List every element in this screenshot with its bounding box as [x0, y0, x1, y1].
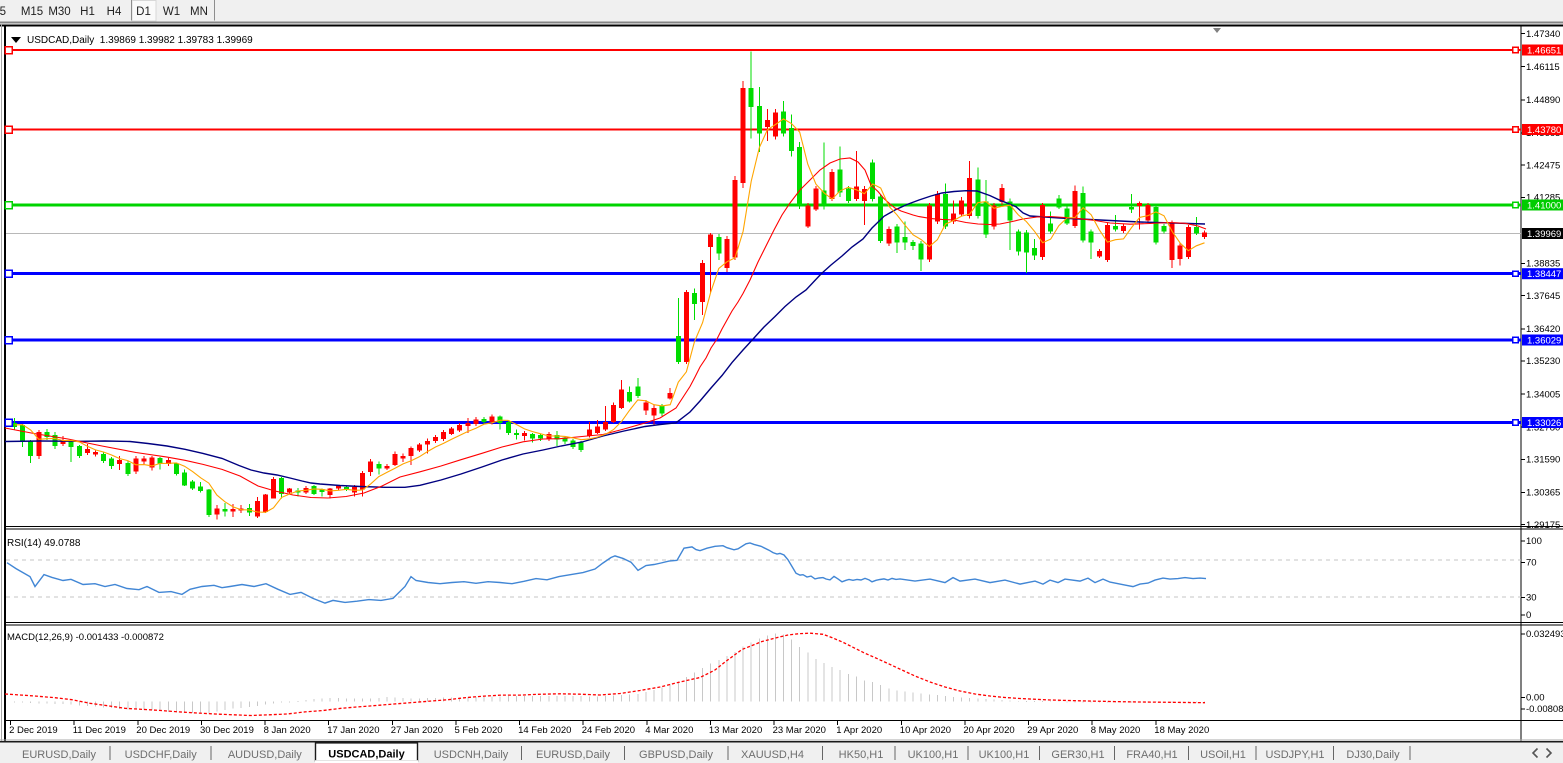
svg-text:M5: M5 — [0, 6, 6, 18]
svg-text:USDCNH,Daily: USDCNH,Daily — [434, 749, 509, 761]
svg-text:1.47340: 1.47340 — [1526, 29, 1560, 40]
svg-text:20 Dec 2019: 20 Dec 2019 — [136, 725, 190, 736]
svg-text:XAUUSD,H4: XAUUSD,H4 — [741, 749, 804, 761]
svg-text:H4: H4 — [107, 6, 122, 18]
svg-text:D1: D1 — [136, 6, 151, 18]
svg-text:MN: MN — [190, 6, 208, 18]
svg-text:H1: H1 — [80, 6, 95, 18]
svg-text:1.46115: 1.46115 — [1526, 62, 1560, 73]
svg-text:1 Apr 2020: 1 Apr 2020 — [836, 725, 882, 736]
svg-text:AUDUSD,Daily: AUDUSD,Daily — [228, 749, 302, 761]
svg-text:MACD(12,26,9) -0.001433 -0.000: MACD(12,26,9) -0.001433 -0.000872 — [7, 632, 164, 643]
svg-text:14 Feb 2020: 14 Feb 2020 — [518, 725, 571, 736]
svg-text:1.42475: 1.42475 — [1526, 160, 1560, 171]
svg-text:1.31590: 1.31590 — [1526, 455, 1560, 466]
svg-text:USDCAD,Daily: USDCAD,Daily — [328, 749, 405, 761]
svg-text:UK100,H1: UK100,H1 — [908, 749, 959, 761]
svg-text:USDCHF,Daily: USDCHF,Daily — [125, 749, 198, 761]
svg-text:18 May 2020: 18 May 2020 — [1154, 725, 1209, 736]
svg-text:EURUSD,Daily: EURUSD,Daily — [22, 749, 96, 761]
svg-text:4 Mar 2020: 4 Mar 2020 — [645, 725, 693, 736]
svg-text:1.44890: 1.44890 — [1526, 95, 1560, 106]
svg-text:30 Dec 2019: 30 Dec 2019 — [200, 725, 254, 736]
svg-text:HK50,H1: HK50,H1 — [839, 749, 884, 761]
svg-text:1.39969: 1.39969 — [1527, 229, 1561, 240]
svg-text:DJ30,Daily: DJ30,Daily — [1346, 749, 1400, 761]
svg-text:1.34005: 1.34005 — [1526, 389, 1560, 400]
svg-text:UK100,H1: UK100,H1 — [979, 749, 1030, 761]
svg-text:100: 100 — [1526, 536, 1542, 547]
svg-text:27 Jan 2020: 27 Jan 2020 — [391, 725, 443, 736]
svg-text:USOil,H1: USOil,H1 — [1200, 749, 1246, 761]
svg-text:8 Jan 2020: 8 Jan 2020 — [264, 725, 311, 736]
svg-text:1.43780: 1.43780 — [1527, 125, 1561, 136]
svg-text:2 Dec 2019: 2 Dec 2019 — [9, 725, 58, 736]
svg-text:1.36420: 1.36420 — [1526, 324, 1560, 335]
svg-text:0.00: 0.00 — [1526, 693, 1545, 704]
svg-text:1.41000: 1.41000 — [1527, 200, 1561, 211]
svg-text:W1: W1 — [163, 6, 180, 18]
svg-text:5 Feb 2020: 5 Feb 2020 — [455, 725, 503, 736]
svg-text:FRA40,H1: FRA40,H1 — [1126, 749, 1177, 761]
svg-text:RSI(14) 49.0788: RSI(14) 49.0788 — [7, 538, 81, 549]
svg-text:GER30,H1: GER30,H1 — [1051, 749, 1104, 761]
svg-text:1.41285: 1.41285 — [1526, 193, 1560, 204]
svg-text:1.29175: 1.29175 — [1526, 520, 1560, 531]
svg-text:1.30365: 1.30365 — [1526, 488, 1560, 499]
svg-text:M30: M30 — [48, 6, 70, 18]
svg-text:-0.00808: -0.00808 — [1526, 704, 1563, 715]
svg-text:1.38447: 1.38447 — [1527, 269, 1561, 280]
svg-text:24 Feb 2020: 24 Feb 2020 — [582, 725, 635, 736]
svg-text:11 Dec 2019: 11 Dec 2019 — [73, 725, 126, 736]
svg-text:29 Apr 2020: 29 Apr 2020 — [1027, 725, 1078, 736]
svg-text:20 Apr 2020: 20 Apr 2020 — [963, 725, 1014, 736]
svg-text:17 Jan 2020: 17 Jan 2020 — [327, 725, 379, 736]
svg-text:USDCAD,Daily 1.39869 1.39982: USDCAD,Daily 1.39869 1.39982 1.39783 1.3… — [27, 35, 253, 46]
svg-text:30: 30 — [1526, 593, 1537, 604]
svg-text:GBPUSD,Daily: GBPUSD,Daily — [639, 749, 713, 761]
svg-text:23 Mar 2020: 23 Mar 2020 — [773, 725, 826, 736]
svg-text:1.33026: 1.33026 — [1527, 418, 1561, 429]
svg-text:10 Apr 2020: 10 Apr 2020 — [900, 725, 951, 736]
svg-text:1.37645: 1.37645 — [1526, 291, 1560, 302]
svg-text:8 May 2020: 8 May 2020 — [1091, 725, 1141, 736]
svg-text:70: 70 — [1526, 558, 1537, 569]
svg-text:1.35230: 1.35230 — [1526, 356, 1560, 367]
svg-text:M15: M15 — [21, 6, 43, 18]
svg-text:1.36029: 1.36029 — [1527, 335, 1561, 346]
svg-text:0.032493: 0.032493 — [1526, 629, 1563, 640]
svg-text:0: 0 — [1526, 610, 1531, 621]
svg-text:USDJPY,H1: USDJPY,H1 — [1265, 749, 1324, 761]
svg-text:EURUSD,Daily: EURUSD,Daily — [536, 749, 610, 761]
svg-text:1.46651: 1.46651 — [1527, 45, 1561, 56]
svg-text:13 Mar 2020: 13 Mar 2020 — [709, 725, 762, 736]
svg-text:1.38835: 1.38835 — [1526, 259, 1560, 270]
